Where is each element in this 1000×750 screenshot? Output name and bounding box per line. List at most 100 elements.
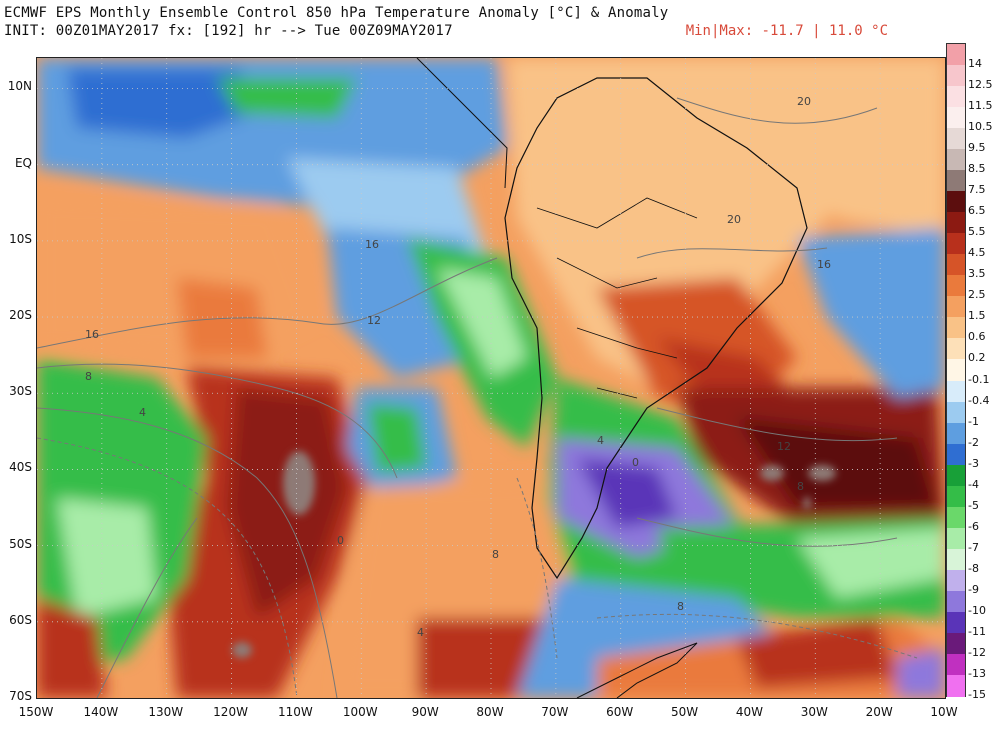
contour-label: 16: [817, 258, 831, 271]
central-america-coastline: [416, 58, 508, 189]
color-scale-label: -2: [968, 435, 979, 449]
color-scale-label: 8.5: [968, 162, 986, 176]
color-scale-label: -15: [968, 688, 986, 701]
contour-label: 20: [727, 213, 741, 226]
longitude-label: 20W: [865, 705, 893, 719]
color-scale-label: 11.5: [968, 99, 993, 113]
init-info: INIT: 00Z01MAY2017 fx: [192] hr --> Tue …: [4, 23, 453, 39]
contour-label-group: 20 20 16 16 16 12 12 8 8 8 8 4 4 4 0 0: [85, 95, 831, 639]
color-scale-segment: [947, 380, 965, 403]
color-scale-label: -0.4: [968, 393, 990, 407]
longitude-label: 30W: [800, 705, 828, 719]
country-borders: [536, 197, 698, 399]
latitude-label: 70S: [9, 689, 32, 703]
min-max-readout: Min|Max: -11.7 | 11.0 °C: [685, 23, 888, 39]
color-scale-label: -11: [968, 624, 986, 638]
color-scale-label: 14: [968, 57, 982, 71]
color-scale-label: 0.2: [968, 351, 986, 365]
color-scale-label: 1.5: [968, 309, 986, 323]
header: ECMWF EPS Monthly Ensemble Control 850 h…: [0, 0, 1000, 56]
longitude-label: 70W: [541, 705, 569, 719]
color-scale-segment: [947, 44, 965, 66]
contour-label: 8: [677, 600, 684, 613]
latitude-label: 40S: [9, 460, 32, 475]
color-scale-segment: [947, 338, 965, 361]
color-scale-segment: [947, 422, 965, 445]
color-scale-label: -13: [968, 666, 986, 680]
longitude-label: 60W: [606, 705, 634, 719]
color-scale-label: -4: [968, 477, 979, 491]
color-scale-segment: [947, 65, 965, 87]
contour-label: 8: [85, 370, 92, 383]
color-scale-label: 6.5: [968, 204, 986, 218]
color-scale-segment: [947, 569, 965, 592]
latitude-label: 20S: [9, 308, 32, 323]
latitude-label: 10S: [9, 231, 32, 246]
color-scale-segment: [947, 212, 965, 234]
color-scale-segment: [947, 464, 965, 487]
color-scale-label: 2.5: [968, 288, 986, 302]
color-scale-label: 4.5: [968, 246, 986, 260]
longitude-label: 150W: [18, 705, 54, 719]
color-scale-bar: [946, 43, 966, 697]
color-scale-label: -12: [968, 645, 986, 659]
color-scale-label: -9: [968, 582, 979, 596]
color-scale-segment: [947, 107, 965, 129]
contour-label: 4: [597, 434, 604, 447]
color-scale-label: 9.5: [968, 141, 986, 155]
color-scale-label: -5: [968, 498, 979, 512]
south-america-coastline: [504, 77, 808, 580]
color-scale-segment: [947, 485, 965, 508]
graticule: [37, 58, 945, 698]
longitude-label: 90W: [411, 705, 439, 719]
contour-label: 20: [797, 95, 811, 108]
contour-label: 12: [367, 314, 381, 327]
longitude-label: 80W: [476, 705, 504, 719]
color-scale-segment: [947, 191, 965, 213]
color-scale-segment: [947, 359, 965, 382]
contour-label: 8: [797, 480, 804, 493]
latitude-label: 60S: [9, 612, 32, 627]
color-scale-segment: [947, 653, 965, 676]
extreme-cells: [232, 451, 836, 658]
color-scale-segment: [947, 254, 965, 276]
color-scale-segment: [947, 590, 965, 613]
color-scale-label: 0.6: [968, 330, 986, 344]
color-scale-segment: [947, 317, 965, 340]
color-scale-label: -3: [968, 456, 979, 470]
color-scale-segment: [947, 149, 965, 171]
color-scale-segment: [947, 611, 965, 634]
contour-label: 16: [85, 328, 99, 341]
longitude-label: 130W: [148, 705, 184, 719]
contour-label: 12: [777, 440, 791, 453]
longitude-label: 120W: [213, 705, 248, 719]
climatology-contours: [37, 97, 918, 698]
map-title: ECMWF EPS Monthly Ensemble Control 850 h…: [4, 5, 669, 21]
color-scale-label: 12.5: [968, 78, 993, 92]
color-scale-segment: [947, 170, 965, 192]
anomaly-shading: [37, 58, 945, 698]
longitude-label: 100W: [342, 705, 378, 719]
color-scale-segment: [947, 233, 965, 255]
longitude-label: 50W: [670, 705, 699, 719]
contour-label: 16: [365, 238, 379, 251]
color-scale-segment: [947, 128, 965, 150]
color-scale-segment: [947, 401, 965, 424]
color-scale-label: 7.5: [968, 183, 986, 197]
longitude-label: 40W: [735, 705, 763, 719]
color-scale-label: 3.5: [968, 267, 986, 281]
color-scale-segment: [947, 86, 965, 108]
latitude-label: 50S: [9, 536, 32, 551]
color-scale-label: -10: [968, 603, 986, 617]
color-scale-label: 10.5: [968, 120, 993, 134]
color-scale-segment: [947, 548, 965, 571]
anomaly-field: 20 20 16 16 16 12 12 8 8 8 8 4 4 4 0 0: [37, 58, 945, 698]
longitude-label: 110W: [278, 705, 313, 719]
color-scale-segment: [947, 632, 965, 655]
contour-label: 0: [632, 456, 639, 469]
contour-label: 8: [492, 548, 499, 561]
contour-label: 4: [139, 406, 146, 419]
latitude-label: EQ: [14, 155, 32, 170]
color-scale-label: -6: [968, 519, 979, 533]
color-scale-segment: [947, 674, 965, 697]
